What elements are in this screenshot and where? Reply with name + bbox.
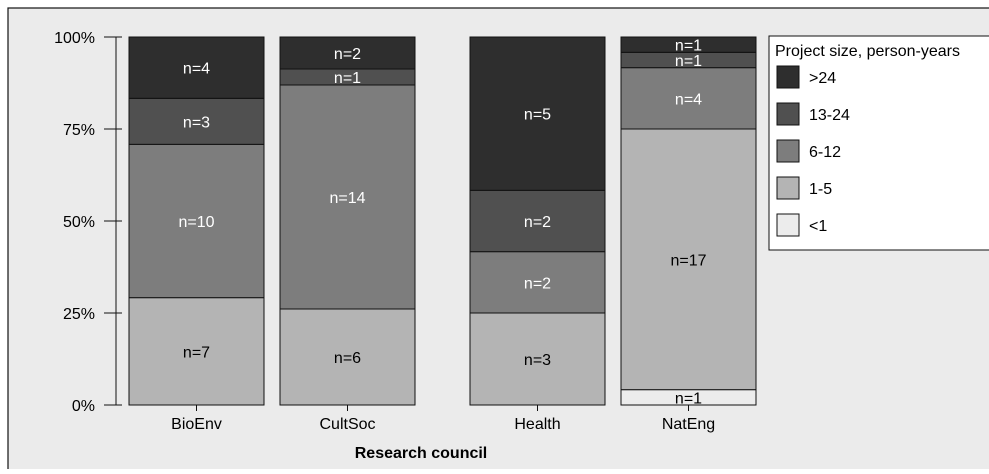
- legend-items: >24 13-24 6-12 1-5 <1: [776, 65, 850, 237]
- bars: n=7n=10n=3n=4n=6n=14n=1n=2n=3n=2n=2n=5n=…: [128, 36, 757, 407]
- legend-label: 6-12: [809, 144, 841, 161]
- bar-segment-nateng-13-24-label: n=1: [675, 53, 702, 70]
- bar-segment-cultsoc-1-5-label: n=6: [334, 350, 361, 367]
- bar-segment-cultsoc-13-24-label: n=1: [334, 70, 361, 87]
- x-tick-label-health: Health: [514, 416, 560, 433]
- legend-item-lt-1: <1: [776, 213, 827, 237]
- bar-segment-health-13-24-label: n=2: [524, 214, 551, 231]
- bar-nateng: n=1n=17n=4n=1n=1: [620, 36, 757, 407]
- y-tick-label: 50%: [63, 214, 95, 231]
- bar-segment-nateng-6-12-label: n=4: [675, 91, 702, 108]
- bar-segment-nateng-1-5-label: n=17: [670, 252, 706, 269]
- y-tick-label: 75%: [63, 122, 95, 139]
- bar-segment-health-1-5: [469, 312, 606, 406]
- y-axis: 0% 25% 50% 75% 100%: [54, 30, 122, 415]
- bar-segment-nateng-gt-24-label: n=1: [675, 38, 702, 55]
- legend-swatch: [776, 102, 800, 126]
- bar-segment-health-gt-24: [469, 36, 606, 191]
- bar-segment-cultsoc-gt-24: [279, 36, 416, 70]
- y-tick-label: 0%: [72, 398, 95, 415]
- x-tick-label-cultsoc: CultSoc: [319, 416, 375, 433]
- bar-segment-health-gt-24-label: n=5: [524, 107, 551, 124]
- bar-segment-nateng-lt-1-label: n=1: [675, 390, 702, 407]
- bar-segment-nateng-6-12: [620, 67, 757, 130]
- legend-item-gt-24: >24: [776, 65, 836, 89]
- y-tick-label: 25%: [63, 306, 95, 323]
- bar-segment-bioenv-1-5-label: n=7: [183, 344, 210, 361]
- legend-item-13-24: 13-24: [776, 102, 850, 126]
- legend-label: >24: [809, 70, 836, 87]
- bar-segment-bioenv-gt-24: [128, 36, 265, 99]
- bar-bioenv: n=7 n=10 n=3 n=4: [128, 36, 265, 406]
- bar-health: n=3 n=2 n=2 n=5: [469, 36, 606, 406]
- legend-label: <1: [809, 218, 827, 235]
- bar-segment-bioenv-1-5: [128, 297, 265, 406]
- x-tick-label-nateng: NatEng: [662, 416, 715, 433]
- bar-segment-health-6-12: [469, 251, 606, 314]
- bar-segment-bioenv-gt-24-label: n=4: [183, 61, 210, 78]
- bar-segment-bioenv-6-12: [128, 143, 265, 299]
- legend-label: 13-24: [809, 107, 850, 124]
- bar-segment-health-6-12-label: n=2: [524, 275, 551, 292]
- legend-title: Project size, person-years: [775, 43, 960, 60]
- bar-segment-nateng-gt-24: [620, 36, 757, 53]
- legend: Project size, person-years >24 13-24 6-12 1…: [768, 35, 989, 251]
- bar-segment-bioenv-13-24: [128, 97, 265, 145]
- legend-item-1-5: 1-5: [776, 176, 832, 200]
- bar-segment-bioenv-6-12-label: n=10: [178, 214, 214, 231]
- legend-swatch: [776, 213, 800, 237]
- bar-segment-cultsoc-gt-24-label: n=2: [334, 46, 361, 63]
- bar-segment-cultsoc-6-12-label: n=14: [329, 190, 365, 207]
- bar-cultsoc: n=6 n=14 n=1 n=2: [279, 36, 416, 406]
- legend-swatch: [776, 65, 800, 89]
- legend-label: 1-5: [809, 181, 832, 198]
- bar-segment-bioenv-13-24-label: n=3: [183, 114, 210, 131]
- legend-item-6-12: 6-12: [776, 139, 841, 163]
- legend-box: [768, 35, 989, 251]
- x-axis: BioEnv CultSoc Health NatEng: [171, 405, 715, 433]
- bar-segment-health-1-5-label: n=3: [524, 352, 551, 369]
- legend-swatch: [776, 176, 800, 200]
- bar-segment-cultsoc-6-12: [279, 84, 416, 310]
- bar-segment-nateng-1-5: [620, 128, 757, 391]
- x-tick-label-bioenv: BioEnv: [171, 416, 222, 433]
- y-tick-label: 100%: [54, 30, 95, 47]
- legend-swatch: [776, 139, 800, 163]
- bar-segment-cultsoc-1-5: [279, 308, 416, 406]
- x-axis-title: Research council: [355, 445, 488, 462]
